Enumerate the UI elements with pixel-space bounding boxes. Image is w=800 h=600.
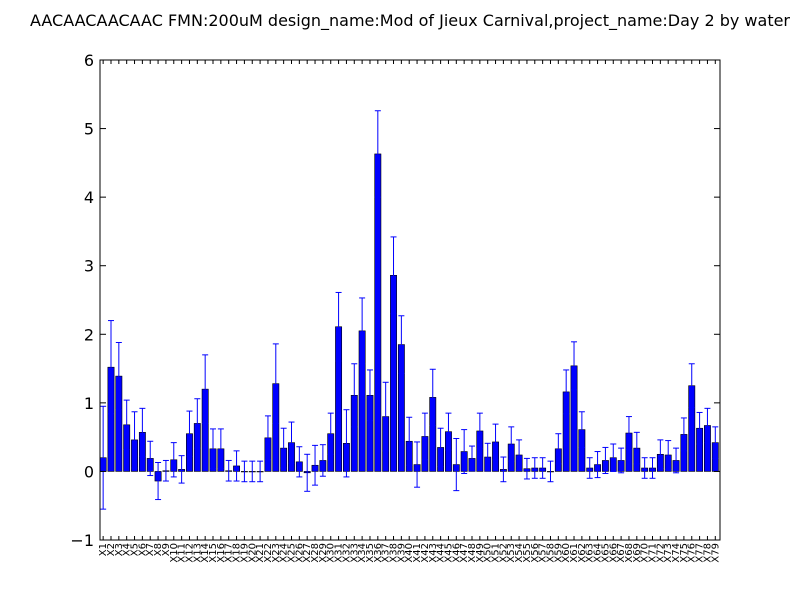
- x-tick-label: X79: [710, 543, 721, 563]
- y-tick-label: 0: [84, 462, 94, 481]
- x-tick-label: X3: [114, 543, 125, 556]
- x-tick-label: X35: [365, 543, 376, 563]
- x-tick-label: X7: [145, 543, 156, 556]
- x-tick-label: X17: [224, 543, 235, 563]
- y-tick-label: −1: [70, 531, 94, 550]
- x-tick-label: X67: [616, 543, 627, 563]
- y-tick-label: 4: [84, 188, 94, 207]
- x-tick-label: X21: [255, 543, 266, 563]
- x-tick-label: X9: [161, 543, 172, 556]
- x-tick-label: X14: [200, 543, 211, 563]
- x-tick-label: X22: [263, 543, 274, 563]
- x-tick-label: X18: [232, 543, 243, 563]
- x-tick-label: X33: [349, 543, 360, 563]
- x-tick-label: X72: [655, 543, 666, 563]
- x-tick-label: X19: [239, 543, 250, 563]
- x-tick-label: X65: [600, 543, 611, 563]
- x-tick-label: X27: [302, 543, 313, 563]
- plot-area: −10123456X1X2X3X4X5X6X7X8X9X10X11X12X13X…: [70, 51, 721, 563]
- bar: [374, 153, 382, 472]
- x-tick-label: X51: [491, 543, 502, 563]
- x-tick-label: X32: [341, 543, 352, 563]
- x-tick-label: X26: [294, 543, 305, 563]
- x-tick-label: X62: [577, 543, 588, 563]
- x-tick-label: X36: [373, 543, 384, 563]
- x-tick-label: X60: [561, 543, 572, 563]
- x-tick-label: X61: [569, 543, 580, 563]
- y-tick-label: 2: [84, 325, 94, 344]
- x-tick-label: X13: [192, 543, 203, 563]
- x-tick-label: X56: [530, 543, 541, 563]
- x-tick-label: X77: [695, 543, 706, 563]
- plot-frame: [99, 59, 721, 541]
- x-tick-label: X4: [122, 543, 133, 556]
- x-tick-label: X53: [506, 543, 517, 563]
- y-tick-label: 6: [84, 51, 94, 70]
- x-tick-label: X73: [663, 543, 674, 563]
- x-tick-label: X20: [247, 543, 258, 563]
- chart-title: AACAACAACAAC FMN:200uM design_name:Mod o…: [30, 11, 790, 31]
- x-tick-label: X70: [640, 543, 651, 563]
- x-tick-label: X34: [357, 543, 368, 563]
- x-tick-label: X40: [404, 543, 415, 563]
- x-tick-label: X57: [538, 543, 549, 563]
- x-tick-label: X23: [271, 543, 282, 563]
- x-tick-label: X45: [443, 543, 454, 563]
- x-tick-label: X76: [687, 543, 698, 563]
- x-tick-label: X46: [451, 543, 462, 563]
- x-tick-label: X58: [545, 543, 556, 563]
- y-tick-label: 5: [84, 120, 94, 139]
- x-tick-label: X47: [459, 543, 470, 563]
- x-tick-label: X68: [624, 543, 635, 563]
- x-tick-label: X1: [98, 543, 109, 556]
- x-tick-label: X5: [130, 543, 141, 556]
- x-tick-label: X12: [184, 543, 195, 563]
- x-tick-label: X66: [608, 543, 619, 563]
- x-tick-label: X25: [286, 543, 297, 563]
- x-tick-label: X31: [334, 543, 345, 563]
- x-tick-label: X75: [679, 543, 690, 563]
- x-tick-label: X69: [632, 543, 643, 563]
- x-tick-label: X30: [326, 543, 337, 563]
- x-tick-label: X74: [671, 543, 682, 563]
- x-tick-label: X63: [585, 543, 596, 563]
- x-tick-label: X8: [153, 543, 164, 556]
- x-tick-label: X78: [702, 543, 713, 563]
- y-tick-label: 3: [84, 257, 94, 276]
- x-tick-label: X49: [475, 543, 486, 563]
- x-tick-label: X38: [389, 543, 400, 563]
- x-tick-label: X48: [467, 543, 478, 563]
- x-tick-label: X16: [216, 543, 227, 563]
- x-tick-label: X55: [522, 543, 533, 563]
- x-tick-label: X2: [106, 543, 117, 556]
- x-tick-label: X64: [593, 543, 604, 563]
- x-tick-label: X24: [279, 543, 290, 563]
- x-tick-label: X28: [310, 543, 321, 563]
- y-tick-label: 1: [84, 394, 94, 413]
- x-tick-label: X6: [137, 543, 148, 556]
- x-tick-label: X29: [318, 543, 329, 563]
- x-tick-label: X10: [169, 543, 180, 563]
- x-tick-label: X43: [428, 543, 439, 563]
- x-tick-label: X15: [208, 543, 219, 563]
- x-tick-label: X11: [177, 543, 188, 563]
- x-tick-label: X52: [498, 543, 509, 563]
- x-tick-label: X42: [420, 543, 431, 563]
- x-tick-label: X41: [412, 543, 423, 563]
- x-tick-label: X59: [553, 543, 564, 563]
- x-tick-label: X71: [648, 543, 659, 563]
- x-tick-label: X54: [514, 543, 525, 563]
- x-tick-label: X39: [396, 543, 407, 563]
- x-tick-label: X44: [436, 543, 447, 563]
- x-tick-label: X50: [483, 543, 494, 563]
- x-tick-label: X37: [381, 543, 392, 563]
